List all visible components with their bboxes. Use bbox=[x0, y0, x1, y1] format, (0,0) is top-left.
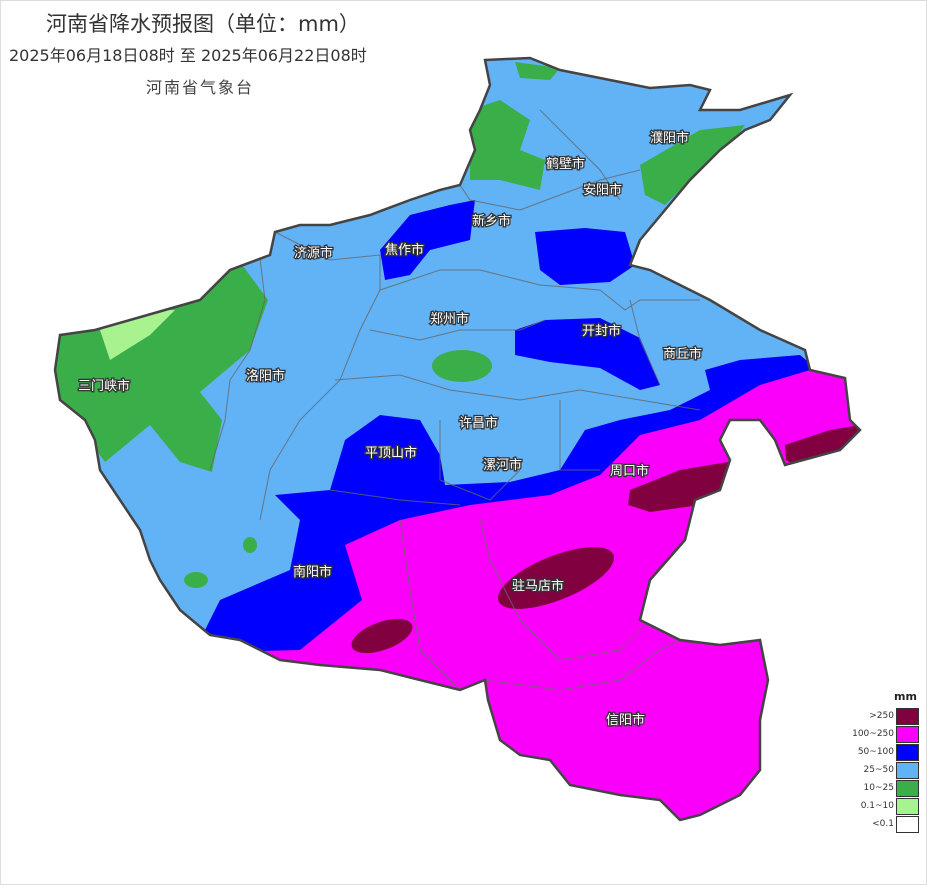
forecast-period: 2025年06月18日08时 至 2025年06月22日08时 bbox=[9, 46, 367, 65]
city-label: 郑州市 bbox=[430, 311, 469, 327]
city-label: 安阳市 bbox=[583, 182, 622, 198]
band-50-100-anyang bbox=[535, 228, 635, 285]
legend-item: 10~25 bbox=[862, 780, 922, 798]
city-label: 开封市 bbox=[582, 323, 621, 339]
legend-item: >250 bbox=[862, 708, 922, 726]
city-boundaries bbox=[209, 109, 701, 691]
city-label: 洛阳市 bbox=[246, 368, 285, 384]
legend-swatch bbox=[896, 780, 919, 797]
legend-item: 25~50 bbox=[862, 762, 922, 780]
legend-unit: mm bbox=[894, 690, 917, 703]
city-label: 周口市 bbox=[610, 463, 649, 479]
city-label: 商丘市 bbox=[663, 346, 702, 362]
band-50-100-kaifeng bbox=[515, 318, 660, 390]
legend-swatch bbox=[896, 744, 919, 761]
city-label: 三门峡市 bbox=[78, 378, 130, 394]
band-over-250-2 bbox=[497, 547, 615, 609]
legend-label: 0.1~10 bbox=[860, 801, 894, 811]
legend-swatch bbox=[896, 798, 919, 815]
city-label: 济源市 bbox=[294, 245, 333, 261]
band-over-250-4 bbox=[785, 425, 860, 468]
legend-item: 0.1~10 bbox=[860, 798, 922, 816]
band-over-250-1 bbox=[351, 618, 413, 654]
legend-swatch bbox=[896, 726, 919, 743]
band-10-25-west bbox=[55, 262, 268, 472]
city-label: 许昌市 bbox=[459, 415, 498, 431]
legend-swatch bbox=[896, 762, 919, 779]
city-label: 驻马店市 bbox=[512, 578, 564, 594]
legend-item: 50~100 bbox=[858, 744, 922, 762]
city-label: 漯河市 bbox=[483, 457, 522, 473]
city-label: 平顶山市 bbox=[365, 445, 417, 461]
map-title: 河南省降水预报图（单位：mm） bbox=[46, 12, 360, 36]
issuer: 河南省气象台 bbox=[146, 78, 255, 97]
city-label: 南阳市 bbox=[293, 564, 332, 580]
legend-label: >250 bbox=[869, 711, 894, 721]
city-label: 新乡市 bbox=[472, 213, 511, 229]
legend-swatch bbox=[896, 816, 919, 833]
city-label: 鹤壁市 bbox=[546, 156, 585, 172]
legend-item: <0.1 bbox=[862, 816, 922, 834]
band-50-100-jiaozuo bbox=[380, 200, 475, 280]
city-label: 焦作市 bbox=[385, 242, 424, 258]
city-label: 濮阳市 bbox=[650, 130, 689, 146]
legend-item: 100~250 bbox=[852, 726, 922, 744]
band-10-25-zhengzhou bbox=[432, 350, 492, 382]
legend-label: 10~25 bbox=[863, 783, 894, 793]
legend-label: 25~50 bbox=[863, 765, 894, 775]
band-10-25-puyang bbox=[640, 125, 745, 205]
legend-label: <0.1 bbox=[872, 819, 894, 829]
legend-label: 100~250 bbox=[852, 729, 894, 739]
city-label: 信阳市 bbox=[606, 712, 645, 728]
band-10-25-north bbox=[470, 100, 545, 190]
legend-swatch bbox=[896, 708, 919, 725]
legend-label: 50~100 bbox=[857, 747, 894, 757]
